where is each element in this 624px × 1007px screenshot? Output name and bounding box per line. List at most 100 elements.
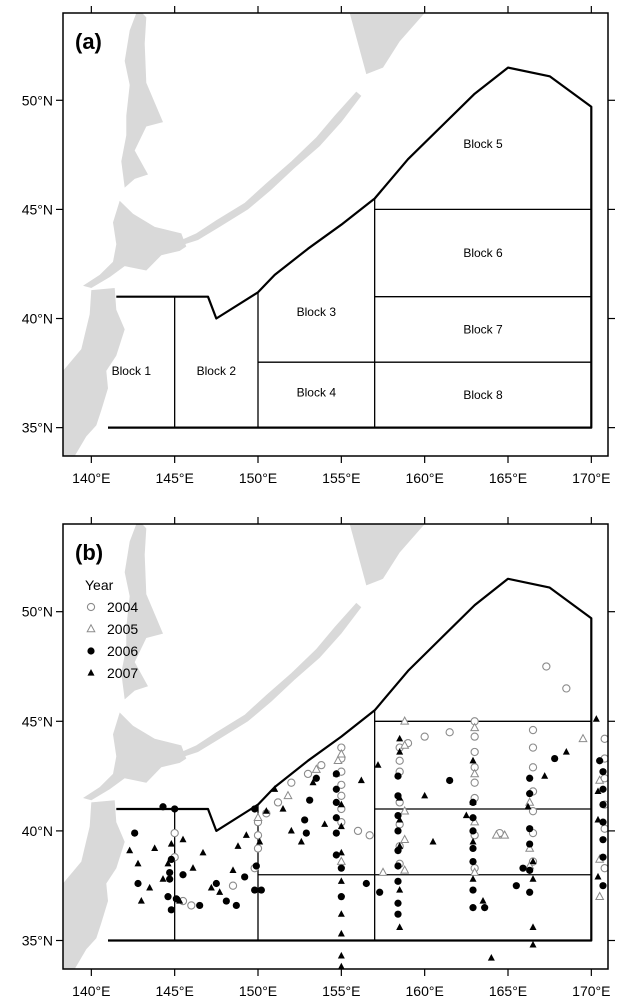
point-2006 bbox=[599, 800, 607, 809]
block-label: Block 7 bbox=[463, 322, 503, 336]
point-2007 bbox=[164, 859, 172, 867]
point-2004 bbox=[337, 791, 346, 800]
block-label: Block 5 bbox=[463, 137, 503, 151]
block-label: Block 3 bbox=[297, 305, 337, 319]
y-tick-label: 50°N bbox=[22, 604, 53, 620]
point-2007 bbox=[134, 859, 142, 867]
block-label: Block 1 bbox=[112, 364, 152, 378]
point-2005 bbox=[500, 830, 510, 839]
point-2007 bbox=[242, 831, 250, 838]
point-2006 bbox=[302, 829, 310, 837]
point-2007 bbox=[271, 785, 279, 792]
point-2006 bbox=[519, 864, 527, 872]
point-2007 bbox=[541, 772, 549, 779]
point-2006 bbox=[166, 875, 174, 883]
point-2006 bbox=[196, 901, 204, 910]
point-2005 bbox=[525, 843, 535, 852]
point-2006 bbox=[469, 844, 477, 853]
point-2006 bbox=[362, 879, 370, 888]
legend-label: 2006 bbox=[107, 643, 138, 659]
legend-marker-2004 bbox=[86, 602, 96, 612]
legend-marker-2007 bbox=[87, 669, 95, 676]
y-tick-label: 35°N bbox=[22, 933, 53, 949]
y-tick-label: 35°N bbox=[22, 420, 53, 436]
panel-tag-background bbox=[71, 23, 119, 57]
x-tick-label: 150°E bbox=[239, 983, 277, 999]
point-2007 bbox=[529, 940, 537, 948]
point-2005 bbox=[595, 891, 605, 900]
map-panel-a: 140°E 145°E 150°E 155°E 160°E 165°E 170°E 35°N 4… bbox=[22, 6, 615, 486]
point-2004 bbox=[353, 826, 363, 836]
point-2006 bbox=[212, 879, 220, 888]
point-2007 bbox=[469, 798, 477, 805]
point-2006 bbox=[551, 754, 559, 763]
point-2007 bbox=[179, 835, 187, 843]
block-label: Block 2 bbox=[197, 364, 237, 378]
panel-tag-background bbox=[71, 534, 119, 568]
point-2006 bbox=[599, 882, 607, 890]
point-2007 bbox=[234, 842, 242, 849]
point-2006 bbox=[599, 818, 607, 826]
land-shape bbox=[63, 800, 125, 969]
point-2005 bbox=[400, 834, 410, 843]
point-2007 bbox=[137, 897, 145, 904]
point-2006 bbox=[251, 805, 259, 813]
x-tick-label: 165°E bbox=[489, 470, 527, 486]
point-2006 bbox=[251, 886, 259, 894]
x-tick-label: 170°E bbox=[572, 983, 610, 999]
point-2006 bbox=[394, 877, 402, 885]
point-2006 bbox=[332, 814, 340, 822]
point-2004 bbox=[395, 756, 404, 765]
point-2006 bbox=[394, 862, 402, 870]
point-2006 bbox=[599, 836, 607, 844]
x-tick-label: 165°E bbox=[489, 983, 527, 999]
point-2006 bbox=[446, 776, 454, 785]
point-2006 bbox=[179, 871, 187, 879]
point-2007 bbox=[337, 951, 345, 959]
point-2007 bbox=[529, 857, 537, 865]
legend-title: Year bbox=[85, 577, 114, 593]
point-2005 bbox=[400, 716, 410, 725]
land-shape bbox=[63, 288, 125, 456]
point-2007 bbox=[396, 734, 404, 742]
map-panel-b: 140°E 145°E 150°E 155°E 160°E 165°E 170°E 35°N 4… bbox=[22, 517, 615, 999]
point-2005 bbox=[470, 816, 480, 826]
point-2005 bbox=[400, 740, 410, 749]
point-2007 bbox=[159, 875, 167, 882]
point-2007 bbox=[429, 837, 437, 845]
point-2005 bbox=[400, 805, 410, 815]
point-2007 bbox=[199, 848, 207, 856]
point-2007 bbox=[396, 747, 404, 755]
point-2007 bbox=[262, 807, 270, 814]
land-shape bbox=[181, 91, 362, 245]
point-2006 bbox=[134, 879, 142, 888]
point-2007 bbox=[594, 787, 602, 795]
point-2007 bbox=[396, 923, 404, 930]
point-2007 bbox=[374, 761, 382, 768]
point-2007 bbox=[207, 883, 215, 891]
panel-tag: (b) bbox=[75, 540, 103, 565]
point-2007 bbox=[396, 794, 404, 801]
x-tick-label: 145°E bbox=[156, 983, 194, 999]
point-2006 bbox=[171, 805, 179, 813]
point-2004 bbox=[365, 831, 374, 840]
point-2006 bbox=[599, 853, 607, 861]
point-2004 bbox=[600, 864, 608, 873]
point-2007 bbox=[338, 962, 345, 969]
point-2006 bbox=[526, 866, 534, 874]
block-label: Block 4 bbox=[297, 386, 337, 400]
point-2007 bbox=[469, 837, 477, 845]
y-tick-label: 40°N bbox=[22, 823, 53, 839]
x-tick-label: 160°E bbox=[406, 470, 444, 486]
point-2006 bbox=[481, 904, 489, 912]
point-2007 bbox=[529, 923, 537, 930]
point-2006 bbox=[469, 827, 477, 835]
point-2006 bbox=[337, 864, 345, 872]
point-2005 bbox=[333, 755, 343, 765]
land-shape bbox=[83, 712, 187, 801]
point-2007 bbox=[337, 800, 345, 808]
legend-label: 2007 bbox=[107, 665, 138, 681]
land-shape bbox=[349, 13, 425, 75]
legend-marker-2005 bbox=[86, 623, 96, 633]
